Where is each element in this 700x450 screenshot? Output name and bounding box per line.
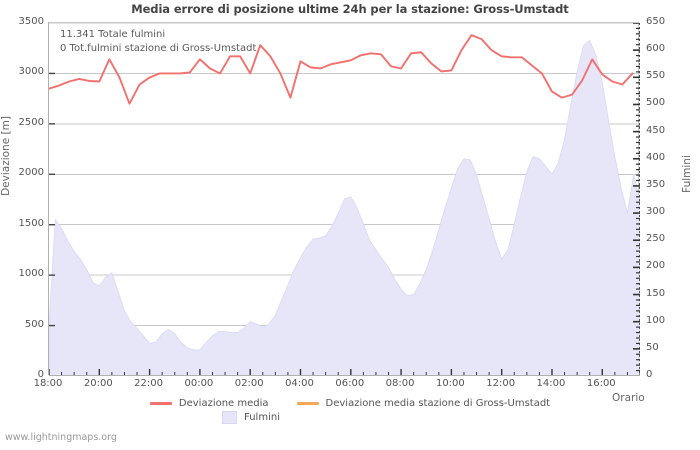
x-axis-tick-label: 14:00 — [536, 378, 566, 389]
y-axis-left-tick-label: 3500 — [18, 16, 44, 27]
y-axis-right-tick-label: 400 — [646, 151, 666, 163]
chart-title: Media errore di posizione ultime 24h per… — [131, 2, 569, 16]
x-axis-tick-label: 02:00 — [234, 378, 264, 389]
y-axis-right-tick-label: 500 — [646, 97, 666, 109]
y-axis-right-tick-label: 250 — [646, 233, 666, 245]
legend-row-secondary: Fulmini — [0, 410, 700, 424]
y-axis-right-tick-label: 650 — [646, 16, 666, 27]
y-axis-right-tick-label: 150 — [646, 287, 666, 299]
legend-item[interactable]: Deviazione media — [149, 397, 269, 409]
annotation-block: 11.341 Totale fulmini 0 Tot.fulmini staz… — [60, 28, 256, 55]
y-axis-left-ticks: 0 500 1000 1500 2000 2500 3000 3500 — [0, 0, 44, 400]
plot-svg — [49, 23, 640, 376]
y-axis-right-tick-label: 100 — [646, 314, 666, 326]
y-axis-left-tick-label: 3000 — [18, 66, 44, 78]
y-axis-right-tick-label: 350 — [646, 178, 666, 190]
y-axis-right-tick-label: 200 — [646, 260, 666, 272]
watermark: www.lightningmaps.org — [5, 432, 117, 443]
y-axis-right-tick-label: 50 — [646, 341, 659, 353]
legend-row-primary: Deviazione media Deviazione media stazion… — [0, 396, 700, 410]
x-axis-tick-label: 10:00 — [435, 378, 465, 389]
x-axis-label: Orario — [612, 392, 645, 404]
y-axis-left-tick-label: 1500 — [18, 217, 44, 229]
y-axis-right-tick-label: 450 — [646, 124, 666, 136]
annotation-total-fulmini: 11.341 Totale fulmini — [60, 29, 166, 40]
legend-line-swatch — [149, 401, 172, 405]
x-axis-tick-label: 06:00 — [335, 378, 365, 389]
x-axis-tick-label: 20:00 — [83, 378, 113, 389]
annotation-station-fulmini: 0 Tot.fulmini stazione di Gross-Umstadt — [60, 42, 257, 54]
legend-label: Fulmini — [244, 411, 280, 423]
y-axis-right-ticks: 0 50 100 150 200 250 300 350 400 450 500 550 600 650 — [646, 0, 700, 400]
legend-box-swatch — [222, 410, 238, 424]
y-axis-right-tick-label: 600 — [646, 43, 666, 55]
x-axis-tick-label: 04:00 — [285, 378, 314, 389]
y-axis-left-label: Deviazione [m] — [0, 116, 12, 196]
y-axis-right-tick-label: 550 — [646, 70, 666, 82]
x-axis-tick-label: 08:00 — [385, 378, 415, 389]
legend-item[interactable]: Fulmini — [222, 410, 280, 424]
y-axis-left-tick-label: 2500 — [18, 116, 44, 128]
x-axis-tick-label: 12:00 — [486, 378, 516, 389]
chart-legend: Deviazione media Deviazione media stazion… — [0, 396, 700, 424]
legend-item[interactable]: Deviazione media stazione di Gross-Umsta… — [296, 397, 551, 409]
x-axis-tick-label: 18:00 — [33, 378, 63, 389]
y-axis-right-tick-label: 0 — [646, 369, 653, 380]
legend-line-swatch — [296, 401, 319, 405]
legend-label: Deviazione media — [178, 397, 269, 409]
y-axis-left-tick-label: 0 — [37, 369, 44, 380]
legend-label: Deviazione media stazione di Gross-Umsta… — [325, 397, 551, 409]
x-axis-tick-label: 16:00 — [586, 378, 616, 389]
x-axis-tick-label: 22:00 — [134, 378, 164, 389]
y-axis-left-tick-label: 1000 — [18, 268, 44, 280]
x-axis-tick-label: 00:00 — [184, 378, 214, 389]
y-axis-left-tick-label: 2000 — [18, 167, 44, 179]
y-axis-right-label: Fulmini — [680, 155, 693, 193]
y-axis-right-tick-label: 300 — [646, 206, 666, 218]
y-axis-left-tick-label: 500 — [24, 318, 44, 330]
plot-area — [48, 22, 640, 376]
